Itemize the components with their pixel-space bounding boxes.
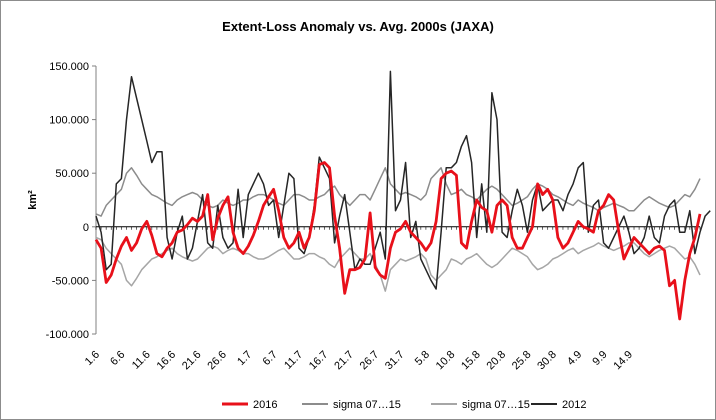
legend-label: 2012	[562, 399, 586, 411]
x-tick-label: 30.8	[535, 349, 559, 373]
y-axis-label: km²	[27, 190, 39, 210]
series-line-sigma-2	[95, 236, 701, 292]
series-line-sigma-1	[95, 167, 701, 217]
legend: 2016 sigma 07…15 sigma 07…15 2012	[222, 399, 586, 411]
x-tick-label: 5.8	[413, 349, 432, 368]
x-tick-label: 14.9	[611, 349, 635, 373]
y-tick-label: -100.000	[46, 329, 89, 341]
x-tick-label: 10.8	[434, 349, 458, 373]
x-tick-label: 26.7	[358, 349, 382, 373]
x-tick-label: 9.9	[590, 349, 609, 368]
y-axis: 150.000 100.000 50.000 0 -50.000 -100.000	[46, 61, 97, 341]
x-tick-label: 16.6	[155, 349, 179, 373]
legend-label: 2016	[253, 399, 277, 411]
x-tick-label: 25.8	[510, 349, 534, 373]
x-tick-label: 1.6	[83, 349, 102, 368]
x-tick-label: 26.6	[205, 349, 229, 373]
x-tick-label: 6.7	[260, 349, 279, 368]
series-line-2012	[95, 70, 711, 290]
x-tick-label: 31.7	[383, 349, 407, 373]
y-tick-label: 50.000	[55, 168, 89, 180]
x-tick-label: 6.6	[108, 349, 127, 368]
x-tick-label: 20.8	[485, 349, 509, 373]
series-line-2016	[94, 161, 702, 321]
x-tick-label: 21.7	[332, 349, 356, 373]
x-tick-label: 21.6	[180, 349, 204, 373]
x-tick-label: 11.6	[130, 349, 153, 372]
chart-title: Extent-Loss Anomaly vs. Avg. 2000s (JAXA…	[222, 19, 494, 34]
series-layer	[94, 70, 711, 321]
x-tick-label: 11.7	[282, 349, 305, 372]
x-tick-label: 4.9	[565, 349, 584, 368]
x-tick-label: 16.7	[307, 349, 331, 373]
y-tick-label: 150.000	[49, 61, 89, 73]
y-tick-label: 0	[83, 222, 89, 234]
legend-label: sigma 07…15	[462, 399, 530, 411]
legend-label: sigma 07…15	[333, 399, 401, 411]
y-tick-label: -50.000	[52, 275, 89, 287]
y-tick-label: 100.000	[49, 115, 89, 127]
x-tick-label: 15.8	[459, 349, 483, 373]
x-tick-label: 1.7	[235, 349, 254, 368]
